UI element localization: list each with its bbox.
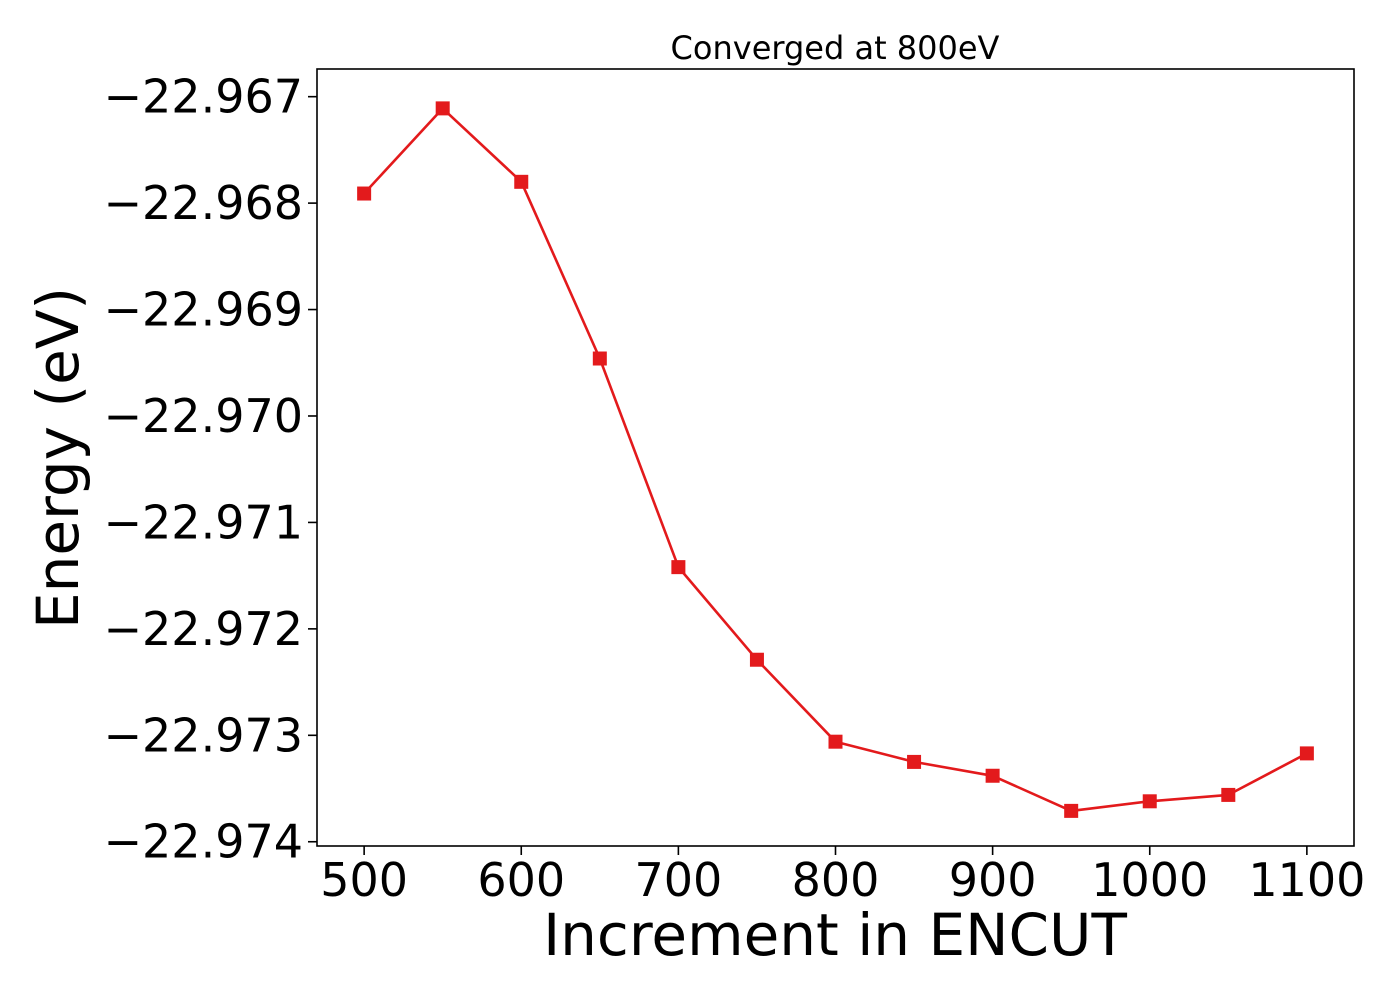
data-point-marker (907, 754, 922, 769)
data-point-marker (435, 101, 450, 116)
data-point-marker (1299, 746, 1314, 761)
y-tick-label: −22.969 (104, 283, 304, 337)
x-tick-label: 1100 (1248, 853, 1365, 907)
x-tick-label: 500 (320, 853, 408, 907)
y-axis: −22.967 −22.968 −22.969 −22.970 −22.971 −22.9… (104, 70, 317, 869)
data-point-marker (357, 186, 372, 201)
x-tick-label: 700 (634, 853, 722, 907)
data-point-marker (1142, 794, 1157, 809)
y-tick-label: −22.974 (104, 815, 304, 869)
plot-area (357, 101, 1314, 818)
x-tick-label: 600 (477, 853, 565, 907)
data-point-marker (749, 652, 764, 667)
x-axis-label: Increment in ENCUT (543, 901, 1127, 969)
y-axis-label: Energy (eV) (24, 287, 92, 629)
plot-frame (316, 68, 1355, 847)
x-tick-label: 1000 (1091, 853, 1208, 907)
x-tick-label: 800 (792, 853, 880, 907)
data-point-marker (514, 174, 529, 189)
series-line (363, 107, 1308, 813)
y-tick-label: −22.972 (104, 602, 304, 656)
y-tick-label: −22.973 (104, 708, 304, 762)
data-point-marker (985, 768, 1000, 783)
x-tick-label: 900 (949, 853, 1037, 907)
x-axis: 500 600 700 800 900 1000 1100 (320, 846, 1365, 907)
y-tick-label: −22.970 (104, 389, 304, 443)
data-point-marker (671, 560, 686, 575)
data-point-marker (1064, 803, 1079, 818)
data-point-marker (828, 734, 843, 749)
y-tick-label: −22.967 (104, 70, 304, 124)
data-point-marker (592, 351, 607, 366)
data-point-marker (1221, 787, 1236, 802)
chart-title: Converged at 800eV (671, 29, 1000, 67)
y-tick-label: −22.968 (104, 176, 304, 230)
y-tick-label: −22.971 (104, 495, 304, 549)
